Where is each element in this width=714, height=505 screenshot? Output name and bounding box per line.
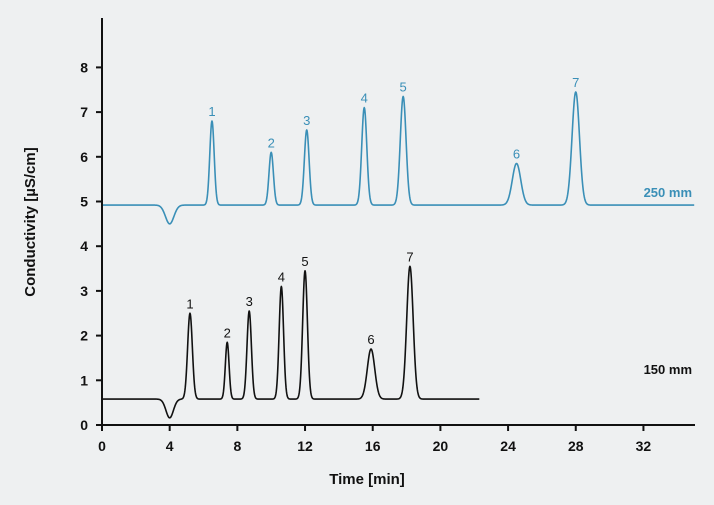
y-tick-label-4: 4 [80,238,88,254]
x-tick-label-8: 8 [233,438,241,454]
y-tick-label-1: 1 [80,372,88,388]
x-ticks: 0 4 8 12 16 20 24 28 32 [98,425,651,454]
series-label-150mm: 150 mm [644,362,692,377]
y-tick-label-7: 7 [80,104,88,120]
x-tick-label-20: 20 [433,438,449,454]
y-axis-title: Conductivity [µS/cm] [22,147,39,297]
y-tick-label-8: 8 [80,59,88,75]
trace-150mm [101,265,480,419]
peak-label-7: 7 [406,249,413,264]
y-tick-label-2: 2 [80,328,88,344]
x-tick-label-4: 4 [166,438,174,454]
y-tick-label-5: 5 [80,194,88,210]
axes [101,18,695,426]
peak-label-5: 5 [301,254,308,269]
peak-labels: 1 2 3 4 5 6 7 1 2 3 4 5 6 7 [186,75,579,347]
x-tick-label-12: 12 [297,438,313,454]
peak-label-2: 2 [224,325,231,340]
y-tick-label-0: 0 [80,417,88,433]
peak-label-1: 1 [208,104,215,119]
peak-label-4: 4 [361,91,368,106]
x-tick-label-28: 28 [568,438,584,454]
peak-label-6: 6 [367,332,374,347]
x-tick-label-16: 16 [365,438,381,454]
peak-label-3: 3 [246,294,253,309]
peak-label-7: 7 [572,75,579,90]
series-label-250mm: 250 mm [644,185,692,200]
series-labels: 250 mm 150 mm [644,185,692,377]
peak-label-6: 6 [513,147,520,162]
y-tick-label-6: 6 [80,149,88,165]
x-axis-title: Time [min] [329,471,405,488]
peak-label-1: 1 [186,296,193,311]
peak-label-4: 4 [278,269,285,284]
y-tick-label-3: 3 [80,283,88,299]
peak-label-5: 5 [400,79,407,94]
y-ticks: 0 1 2 3 4 5 6 7 8 [80,59,102,433]
traces [101,91,695,419]
x-tick-label-32: 32 [636,438,652,454]
trace-250mm [101,91,695,225]
peak-label-2: 2 [268,135,275,150]
x-tick-label-0: 0 [98,438,106,454]
x-tick-label-24: 24 [500,438,516,454]
peak-label-3: 3 [303,113,310,128]
